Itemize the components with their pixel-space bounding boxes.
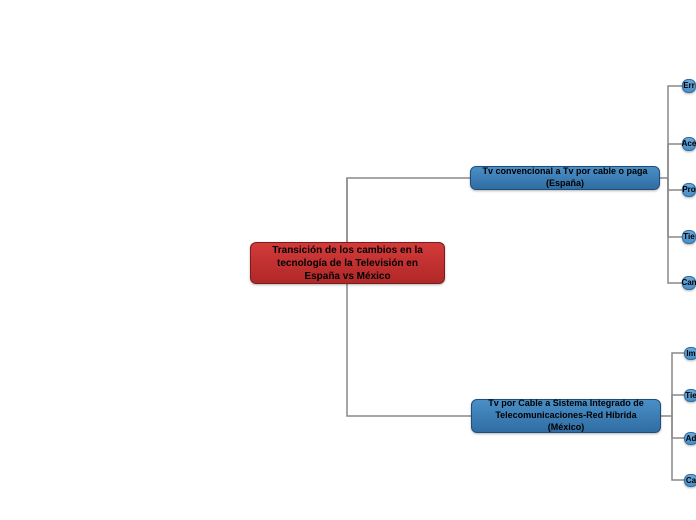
leaf-spain-1[interactable]: Ace [682,137,696,151]
leaf-spain-4[interactable]: Can [682,276,696,290]
leaf-mexico-2[interactable]: Ad [684,432,696,445]
root-node[interactable]: Transición de los cambios en la tecnolog… [250,242,445,284]
leaf-spain-3[interactable]: Tie [682,230,696,244]
leaf-spain-0[interactable]: Err [682,79,696,93]
branch-mexico[interactable]: Tv por Cable a Sistema Integrado de Tele… [471,399,661,433]
leaf-mexico-0[interactable]: Im [684,347,696,360]
leaf-mexico-1[interactable]: Tie [684,389,696,402]
leaf-mexico-3[interactable]: Ca [684,474,696,487]
branch-spain[interactable]: Tv convencional a Tv por cable o paga (E… [470,166,660,190]
leaf-spain-2[interactable]: Pro [682,183,696,197]
